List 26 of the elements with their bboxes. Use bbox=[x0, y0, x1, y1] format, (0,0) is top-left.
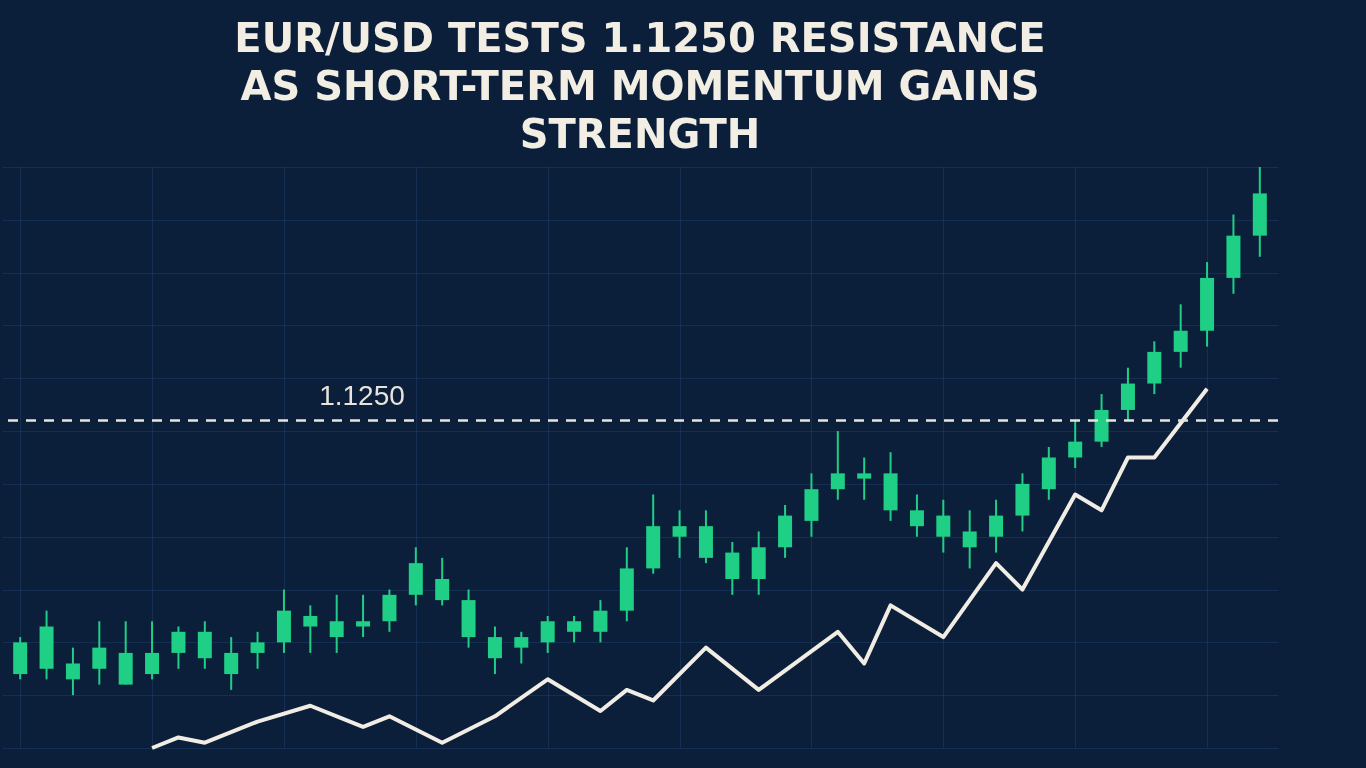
candlestick bbox=[329, 593, 344, 654]
candlestick bbox=[1068, 419, 1083, 470]
candlestick bbox=[1173, 303, 1188, 369]
candlestick bbox=[962, 509, 977, 570]
candlestick bbox=[989, 498, 1004, 554]
candlestick bbox=[514, 630, 529, 665]
candlestick bbox=[830, 430, 845, 501]
candlestick bbox=[435, 556, 450, 607]
candlestick bbox=[65, 646, 80, 697]
candlestick bbox=[303, 604, 318, 654]
candlestick bbox=[145, 620, 160, 681]
candlestick bbox=[936, 498, 951, 554]
annotation: 1.1250 bbox=[319, 379, 405, 411]
candlestick bbox=[356, 593, 371, 639]
candlestick bbox=[540, 614, 555, 654]
candlestick bbox=[92, 620, 107, 686]
candlestick bbox=[487, 625, 502, 676]
candlestick bbox=[857, 456, 872, 501]
candlestick bbox=[224, 636, 239, 691]
candlestick bbox=[593, 599, 608, 644]
candlestick bbox=[567, 614, 582, 644]
candlestick bbox=[171, 625, 186, 670]
candlestick bbox=[672, 509, 687, 559]
candlestick bbox=[250, 630, 265, 670]
chart-title: EUR/USD TESTS 1.1250 RESISTANCE AS SHORT-TERM MOMENTUM GAINS STRENGTH bbox=[234, 15, 1046, 157]
candlestick bbox=[909, 493, 924, 538]
